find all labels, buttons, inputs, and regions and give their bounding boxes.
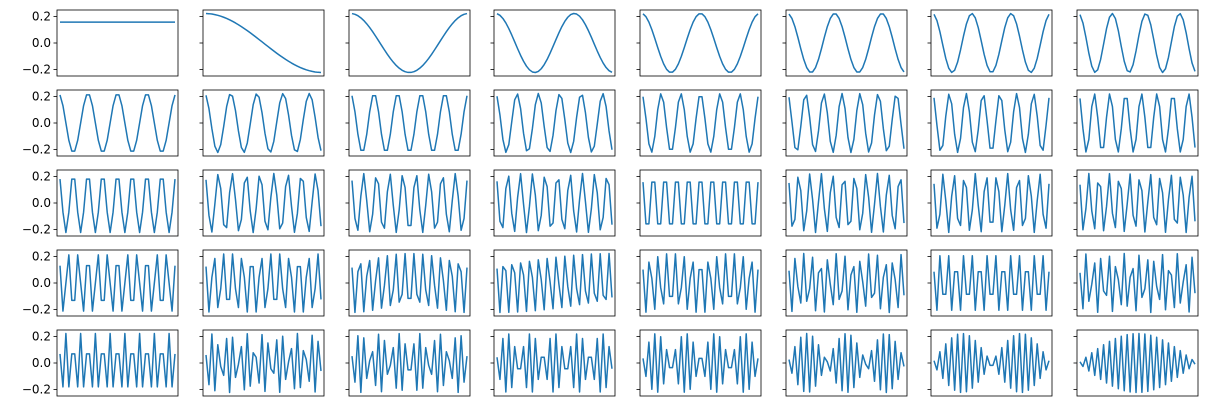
subplot-16: 0.2 0.0 −0.2 — [22, 169, 179, 237]
series-line-38 — [933, 332, 1050, 394]
series-line-18 — [351, 172, 468, 234]
series-line-1 — [205, 12, 322, 74]
series-line-39 — [1079, 332, 1196, 394]
subplot-13 — [782, 89, 908, 157]
series-line-22 — [933, 172, 1050, 234]
ytick-label-0-0: 0.2 — [32, 10, 51, 24]
subplot-0: 0.2 0.0 −0.2 — [22, 9, 179, 76]
series-line-13 — [788, 92, 905, 154]
ytick-label-3-0: 0.2 — [32, 250, 51, 264]
series-line-6 — [933, 12, 1050, 74]
series-line-19 — [496, 172, 613, 234]
series-line-32 — [59, 332, 176, 388]
subplot-5 — [782, 9, 908, 77]
subplot-37 — [782, 329, 908, 397]
subplot-31 — [1073, 249, 1199, 317]
subplot-1 — [199, 9, 325, 77]
series-line-34 — [351, 332, 468, 394]
subplot-22 — [927, 169, 1053, 237]
series-line-36 — [642, 333, 759, 393]
series-line-26 — [351, 252, 468, 314]
subplot-39 — [1073, 329, 1199, 397]
series-line-3 — [496, 12, 613, 74]
subplot-6 — [927, 9, 1053, 77]
subplot-12 — [636, 89, 762, 157]
series-line-15 — [1079, 93, 1196, 153]
ytick-label-4-1: 0.0 — [32, 356, 51, 370]
subplot-21 — [782, 169, 908, 237]
series-line-4 — [642, 13, 759, 73]
series-line-16 — [59, 178, 176, 234]
subplot-30 — [927, 249, 1053, 317]
subplot-7 — [1073, 9, 1199, 77]
series-line-28 — [642, 253, 759, 313]
series-line-12 — [642, 93, 759, 153]
ytick-label-3-2: −0.2 — [22, 302, 51, 316]
subplot-29 — [782, 249, 908, 317]
subplot-2 — [345, 9, 471, 77]
series-line-29 — [788, 252, 905, 314]
subplot-20 — [636, 169, 762, 237]
subplot-36 — [636, 329, 762, 397]
series-line-20 — [642, 181, 759, 225]
series-line-25 — [205, 253, 322, 313]
series-line-21 — [788, 172, 905, 234]
subplot-35 — [490, 329, 616, 397]
subplot-14 — [927, 89, 1053, 157]
series-line-2 — [351, 12, 468, 74]
subplot-8: 0.2 0.0 −0.2 — [22, 90, 179, 157]
series-line-30 — [933, 254, 1050, 312]
series-line-33 — [205, 332, 322, 394]
ytick-label-1-2: −0.2 — [22, 142, 51, 156]
subplot-23 — [1073, 169, 1199, 237]
subplot-11 — [490, 89, 616, 157]
ytick-label-1-1: 0.0 — [32, 116, 51, 130]
subplot-9 — [199, 89, 325, 157]
series-line-11 — [496, 92, 613, 154]
series-line-5 — [788, 13, 905, 73]
series-line-31 — [1079, 252, 1196, 314]
ytick-label-4-2: −0.2 — [22, 382, 51, 396]
series-line-17 — [205, 172, 322, 234]
ytick-label-1-0: 0.2 — [32, 90, 51, 104]
subplot-grid: 0.2 0.0 −0.2 0.2 0.0 −0.2 0.2 0.0 −0.2 0.2 0.0 −0.2… — [22, 9, 1199, 397]
series-line-35 — [496, 333, 613, 393]
subplot-24: 0.2 0.0 −0.2 — [22, 249, 179, 317]
subplot-32: 0.2 0.0 −0.2 — [22, 329, 179, 397]
ytick-label-3-1: 0.0 — [32, 276, 51, 290]
subplot-38 — [927, 329, 1053, 397]
subplot-19 — [490, 169, 616, 237]
ytick-label-4-0: 0.2 — [32, 330, 51, 344]
subplot-18 — [345, 169, 471, 237]
ytick-label-2-0: 0.2 — [32, 170, 51, 184]
series-line-27 — [496, 252, 613, 314]
series-line-37 — [788, 332, 905, 394]
series-line-24 — [59, 254, 176, 312]
ytick-label-0-1: 0.0 — [32, 36, 51, 50]
ytick-label-2-2: −0.2 — [22, 222, 51, 236]
subplot-15 — [1073, 89, 1199, 157]
series-line-14 — [933, 92, 1050, 154]
series-line-23 — [1079, 172, 1196, 234]
subplot-33 — [199, 329, 325, 397]
series-line-7 — [1079, 12, 1196, 74]
ytick-label-0-2: −0.2 — [22, 62, 51, 76]
subplot-27 — [490, 249, 616, 317]
series-line-9 — [205, 92, 322, 154]
subplot-3 — [490, 9, 616, 77]
subplot-28 — [636, 249, 762, 317]
ytick-label-2-1: 0.0 — [32, 196, 51, 210]
subplot-26 — [345, 249, 471, 317]
series-line-8 — [59, 94, 176, 152]
subplot-17 — [199, 169, 325, 237]
subplot-4 — [636, 9, 762, 77]
series-line-10 — [351, 94, 468, 152]
subplot-10 — [345, 89, 471, 157]
subplot-25 — [199, 249, 325, 317]
subplot-34 — [345, 329, 471, 397]
